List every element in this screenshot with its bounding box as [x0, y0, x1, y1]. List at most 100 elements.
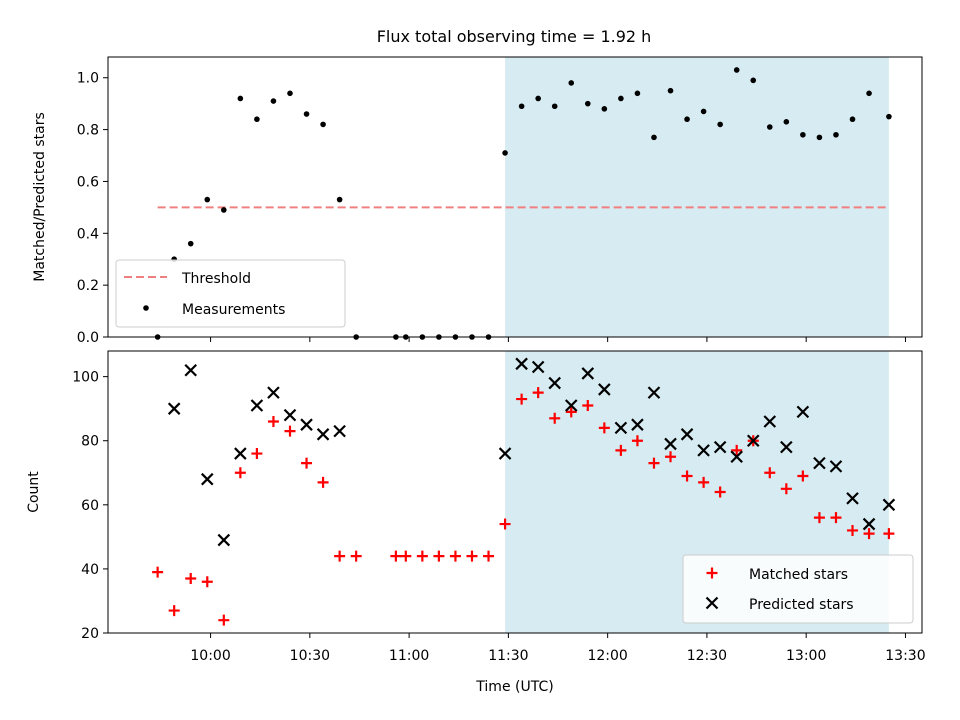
- matched-star-point: [648, 457, 660, 469]
- predicted-star-point: [184, 363, 198, 377]
- predicted-star-point: [316, 428, 330, 441]
- measurement-point: [303, 111, 310, 117]
- count-plot: 20 40 60 80 100 10:00 10:30 11:00 11:30 12:00 12:3…: [26, 350, 926, 695]
- predicted-star-point: [846, 492, 859, 505]
- measurement-point: [717, 121, 723, 128]
- matched-star-point: [390, 550, 402, 562]
- predicted-star-point: [333, 424, 346, 438]
- predicted-star-point: [813, 456, 826, 470]
- measurement-point: [502, 150, 508, 156]
- x-tick-label: 12:00: [587, 648, 627, 664]
- predicted-star-point: [167, 402, 181, 415]
- x-tick-label: 13:00: [786, 648, 826, 664]
- legend-box: [682, 554, 914, 624]
- x-axis-label: Time (UTC): [475, 679, 553, 695]
- measurement-point: [634, 90, 641, 97]
- predicted-star-point: [796, 405, 810, 419]
- matched-star-point: [234, 467, 246, 479]
- measurement-point: [535, 95, 541, 102]
- matched-star-point: [284, 425, 296, 437]
- measurement-point: [816, 134, 823, 141]
- predicted-star-point: [581, 367, 595, 380]
- measurement-point: [783, 119, 790, 125]
- predicted-star-point: [300, 418, 313, 431]
- matched-star-point: [168, 605, 180, 617]
- matched-star-point: [218, 614, 230, 626]
- matched-star-point: [780, 483, 792, 495]
- matched-star-point: [350, 550, 362, 562]
- matched-star-point: [813, 512, 825, 524]
- matched-star-point: [731, 444, 743, 456]
- predicted-star-point: [862, 517, 876, 531]
- predicted-star-point: [217, 533, 231, 547]
- measurement-point: [667, 87, 674, 94]
- measurement-point: [237, 95, 244, 102]
- matched-star-point: [416, 550, 428, 562]
- matched-star-point: [681, 470, 693, 482]
- measurement-point: [733, 67, 740, 73]
- y-tick-label: 40: [81, 562, 99, 578]
- predicted-star-point: [713, 440, 727, 454]
- matched-star-point: [400, 550, 412, 562]
- matched-star-point: [483, 550, 495, 562]
- matched-star-point: [847, 524, 859, 536]
- matched-star-point: [665, 451, 677, 463]
- predicted-star-point: [631, 418, 644, 431]
- measurement-point: [287, 90, 293, 97]
- predicted-star-point: [234, 447, 247, 460]
- predicted-star-point: [250, 399, 264, 412]
- predicted-star-point: [882, 498, 896, 512]
- predicted-star-point: [780, 440, 793, 454]
- measurement-point: [270, 98, 277, 104]
- predicted-star-point: [598, 383, 611, 396]
- matched-star-point: [883, 528, 895, 540]
- measurement-point: [833, 131, 839, 138]
- chart-title: Flux total observing time = 1.92 h: [377, 27, 652, 46]
- y-tick-label: 80: [81, 434, 99, 450]
- predicted-star-point: [515, 357, 528, 371]
- measurement-point: [601, 106, 608, 112]
- matched-star-point: [830, 512, 842, 524]
- predicted-star-point: [531, 360, 545, 374]
- matched-star-point: [582, 399, 594, 411]
- predicted-star-point: [614, 421, 628, 435]
- measurement-point: [618, 95, 624, 102]
- y-tick-label: 0.2: [77, 278, 99, 294]
- matched-star-point: [797, 470, 809, 482]
- legend-matched-label: Matched stars: [749, 567, 848, 583]
- measurement-point: [584, 100, 591, 107]
- predicted-star-point: [763, 415, 777, 428]
- measurement-point: [254, 116, 260, 123]
- matched-star-point: [532, 387, 544, 399]
- legend: Matched stars Predicted stars: [682, 554, 914, 624]
- axes-frame: [107, 350, 923, 634]
- measurement-point: [320, 121, 326, 128]
- matched-star-point: [317, 476, 329, 488]
- predicted-star-point: [680, 428, 694, 441]
- x-tick-label: 11:00: [389, 648, 429, 664]
- measurement-point: [684, 116, 690, 123]
- measurement-point: [886, 113, 892, 120]
- matched-star-point: [516, 393, 528, 405]
- matched-star-point: [267, 416, 279, 427]
- legend-measurements-label: Measurements: [182, 302, 285, 318]
- measurement-point: [187, 240, 194, 247]
- predicted-star-point: [548, 376, 561, 390]
- measurement-point: [750, 77, 757, 84]
- matched-star-point: [714, 486, 726, 498]
- ratio-plot: 0.0 0.2 0.4 0.6 0.8 1.0 Matched/Predicted star…: [32, 56, 923, 346]
- legend-measurements-swatch: [143, 305, 149, 311]
- matched-star-point: [433, 550, 445, 562]
- predicted-star-point: [730, 450, 743, 464]
- matched-star-point: [698, 476, 710, 488]
- axes-frame: [107, 56, 923, 338]
- y-tick-label: 0.0: [77, 330, 99, 346]
- predicted-star-point: [746, 434, 760, 448]
- predicted-star-point: [283, 408, 297, 422]
- measurement-point: [766, 124, 773, 130]
- predicted-star-point: [647, 386, 661, 399]
- x-tick-label: 13:30: [885, 648, 925, 664]
- measurement-point: [800, 131, 806, 138]
- y-tick-label: 1.0: [77, 71, 99, 87]
